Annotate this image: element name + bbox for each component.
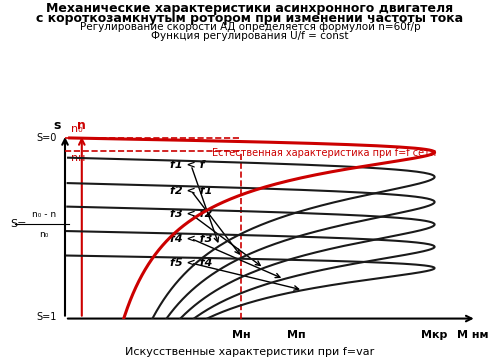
Text: s: s [53,119,60,132]
Text: nн: nн [72,153,86,163]
Text: f3 < f2: f3 < f2 [170,209,212,219]
Text: Искусственные характеристики при f=var: Искусственные характеристики при f=var [126,346,374,357]
Text: S=0: S=0 [36,133,56,143]
Text: f2 < f1: f2 < f1 [170,186,212,195]
Text: Механические характеристики асинхронного двигателя: Механические характеристики асинхронного… [46,2,454,15]
Text: S=1: S=1 [36,312,56,322]
Text: Мн: Мн [232,330,250,340]
Text: Функция регулирования U/f = const: Функция регулирования U/f = const [151,31,349,41]
Text: n₀: n₀ [40,230,48,239]
Text: с короткозамкнутым ротором при изменении частоты тока: с короткозамкнутым ротором при изменении… [36,12,464,25]
Text: М нм: М нм [456,330,488,340]
Text: n₀: n₀ [72,124,83,134]
Text: S=: S= [10,219,27,230]
Text: f5 < f4: f5 < f4 [170,258,212,268]
Text: n: n [78,119,86,132]
Text: Естественная характеристика при f=f сети: Естественная характеристика при f=f сети [212,148,436,158]
Text: Мкр: Мкр [422,330,448,340]
Text: Мп: Мп [286,330,306,340]
Text: n₀ - n: n₀ - n [32,210,56,219]
Text: f1 < f: f1 < f [170,160,204,170]
Text: Регулирование скорости АД определяется формулой n=60f/p: Регулирование скорости АД определяется ф… [80,22,420,33]
Text: f4 < f3: f4 < f3 [170,233,212,244]
